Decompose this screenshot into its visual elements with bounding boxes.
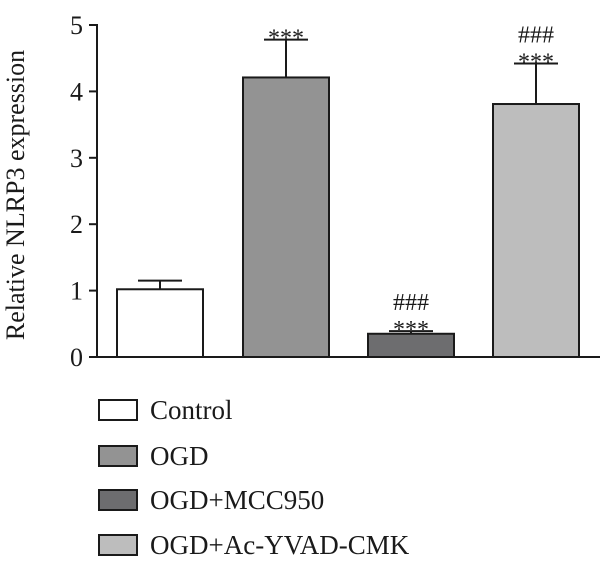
y-axis-label: Relative NLRP3 expression — [1, 50, 30, 340]
y-tick-label: 2 — [70, 210, 83, 239]
significance-label: ### — [393, 290, 429, 316]
bar-ogd-ac-yvad-cmk — [492, 103, 580, 358]
legend-label: OGD+MCC950 — [150, 485, 324, 515]
legend: Control OGD OGD+MCC950 OGD+Ac-YVAD-CMK — [98, 395, 410, 560]
legend-label: OGD+Ac-YVAD-CMK — [150, 530, 410, 560]
legend-swatch — [98, 399, 138, 421]
legend-swatch — [98, 534, 138, 556]
significance-label: *** — [518, 50, 554, 76]
significance-label: *** — [268, 26, 304, 52]
legend-label: OGD — [150, 441, 209, 471]
y-tick-label: 1 — [70, 277, 83, 306]
bar-control — [116, 288, 204, 358]
significance-label: *** — [393, 317, 429, 343]
y-tick-label: 4 — [70, 77, 83, 106]
annotations: ******###***### — [268, 23, 554, 344]
bars — [116, 38, 580, 359]
y-tick-label: 0 — [70, 343, 83, 372]
significance-label: ### — [518, 23, 554, 49]
bar-ogd — [242, 76, 330, 359]
y-tick-label: 5 — [70, 11, 83, 40]
legend-swatch — [98, 445, 138, 467]
legend-label: Control — [150, 395, 233, 425]
y-tick-label: 3 — [70, 144, 83, 173]
legend-swatch — [98, 489, 138, 511]
